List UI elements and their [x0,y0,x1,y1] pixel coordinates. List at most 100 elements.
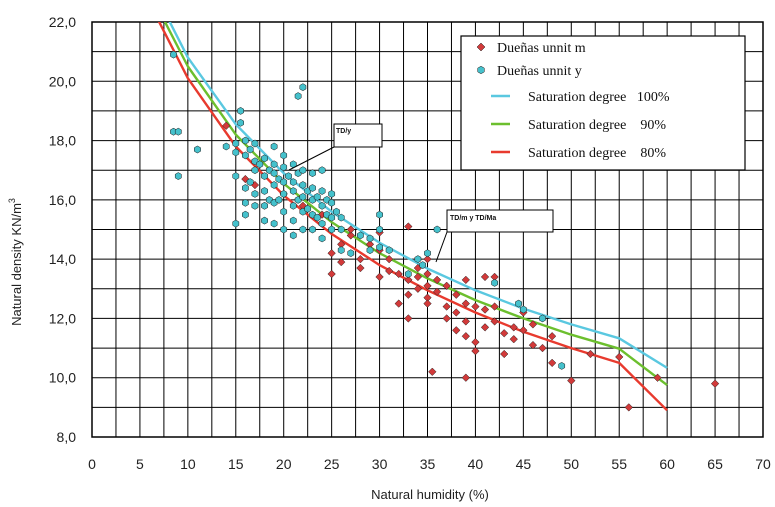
point-unit-y [251,166,259,175]
y-tick-label: 16,0 [49,192,76,208]
point-unit-y [270,181,278,189]
point-unit-y [280,225,288,234]
point-unit-y [337,246,345,255]
point-unit-y [519,305,527,314]
point-unit-m [404,275,413,285]
point-unit-y [251,201,259,210]
point-unit-m [528,320,538,329]
point-unit-m [567,376,576,385]
callout-label: TD/y [336,128,351,135]
point-unit-y [261,172,268,180]
point-unit-m [356,254,365,264]
point-unit-y [558,362,566,370]
legend-marker [476,42,486,52]
point-unit-y [289,187,297,195]
point-unit-y [318,234,326,243]
point-unit-y [491,279,498,287]
y-tick-label: 8,0 [57,429,77,445]
x-tick-label: 40 [468,456,484,472]
point-unit-y [289,231,297,240]
point-unit-y [232,148,240,157]
legend-label: Saturation degree 100% [528,90,670,105]
y-axis-title-sup: 3 [7,198,17,203]
x-tick-label: 55 [611,456,627,472]
point-unit-y [174,127,182,136]
point-unit-y [246,178,254,186]
legend-label: Saturation degree 80% [528,146,666,161]
point-unit-m [356,263,365,273]
x-tick-label: 5 [136,456,144,472]
point-unit-m [404,290,413,299]
point-unit-m [490,302,499,311]
x-tick-label: 30 [372,456,388,472]
point-unit-m [461,275,470,285]
point-unit-y [304,204,312,213]
point-unit-m [480,323,490,332]
point-unit-y [309,225,316,234]
point-unit-m [480,305,490,314]
point-unit-m [471,302,480,311]
point-unit-m [538,343,547,353]
point-unit-y [313,213,321,222]
point-unit-m [337,257,346,267]
point-unit-y [289,201,297,210]
x-tick-label: 25 [324,456,340,472]
point-unit-m [480,272,490,282]
point-unit-y [299,166,307,175]
point-unit-m [327,249,336,258]
point-unit-y [318,166,326,175]
point-unit-y [424,249,431,258]
point-unit-y [385,246,393,255]
callout-label: TD/m y TD/Ma [450,215,496,222]
point-unit-y [270,160,278,169]
point-unit-m [432,287,442,296]
point-unit-m [452,308,461,317]
callout-leader [288,146,335,171]
point-unit-y [170,50,177,59]
point-unit-y [318,187,326,195]
point-unit-y [261,201,268,210]
point-unit-y [232,172,240,180]
point-unit-y [539,314,546,323]
point-unit-y [242,151,249,160]
x-tick-label: 0 [88,456,96,472]
y-tick-label: 12,0 [49,310,76,326]
point-unit-m [375,272,384,282]
tick-labels: 0 5 10 15 20 25 30 35 40 45 50 55 60 65 70 8,0 10,0 12,0 1… [49,14,771,472]
y-tick-label: 18,0 [49,133,76,149]
x-tick-label: 20 [276,456,292,472]
data-points [170,50,720,412]
point-unit-m [528,340,538,350]
y-axis-title-text: Natural density KN/m [9,203,24,326]
point-unit-y [337,225,345,234]
point-unit-m [461,373,470,382]
point-unit-y [280,207,288,216]
point-unit-y [232,219,240,228]
point-unit-m [500,329,509,338]
point-unit-m [509,323,518,332]
point-unit-y [270,169,278,178]
plot-border [91,21,764,438]
point-unit-y [376,225,383,234]
point-unit-y [299,225,307,234]
point-unit-m [461,317,470,326]
x-tick-label: 35 [420,456,436,472]
point-unit-m [385,254,394,264]
point-unit-y [246,145,254,154]
callouts: TD/y TD/m y TD/Ma [288,123,554,263]
legend: Dueñas unnit m Dueñas unnit y Saturation d… [460,35,746,171]
point-unit-y [414,255,422,263]
y-axis-title: Natural density KN/m3 [7,198,24,326]
point-unit-y [328,225,336,234]
point-unit-m [519,326,528,335]
point-unit-m [423,254,432,264]
point-unit-y [270,219,278,228]
point-unit-y [357,231,364,240]
point-unit-y [404,270,412,278]
point-unit-m [413,284,423,293]
point-unit-m [404,314,413,323]
point-unit-y [237,118,244,127]
point-unit-m [490,317,499,326]
point-unit-y [256,160,264,169]
